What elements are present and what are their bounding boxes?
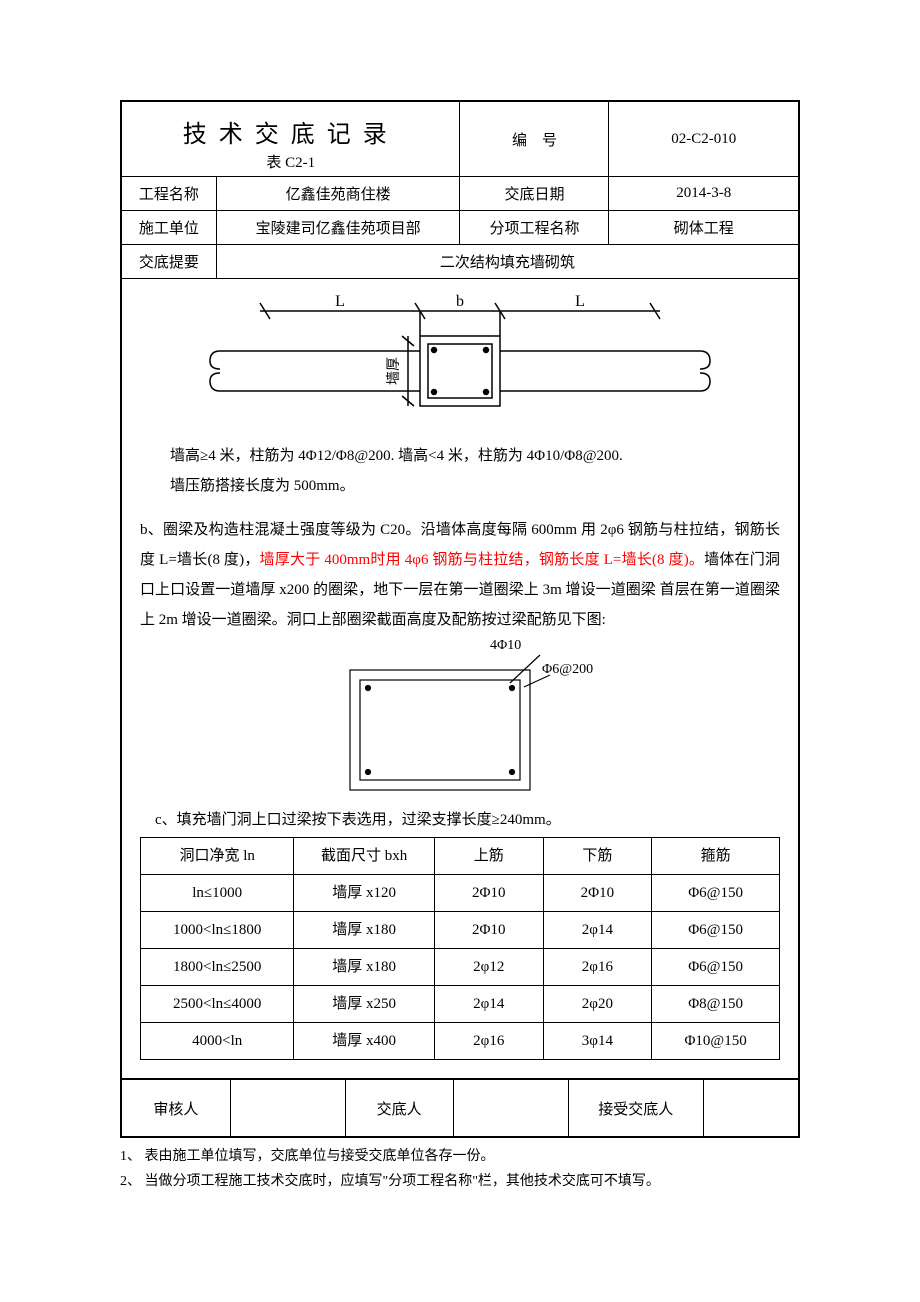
note1-line-b: 墙压筋搭接长度为 500mm。	[140, 471, 780, 501]
dim-wall-thickness: 墙厚	[386, 357, 402, 385]
body-cell: L b L 墙厚 墙高≥4 米，柱筋为 4Φ12/Φ8@200. 墙高<4 米，…	[122, 279, 799, 1079]
date-value: 2014-3-8	[609, 177, 799, 211]
unit-label: 施工单位	[122, 211, 217, 245]
summary-label: 交底提要	[122, 245, 217, 279]
subproject-label: 分项工程名称	[460, 211, 609, 245]
header-table: 技术交底记录 表 C2-1 编 号 02-C2-010 工程名称 亿鑫佳苑商住楼…	[121, 101, 799, 1137]
summary-value: 二次结构填充墙砌筑	[216, 245, 798, 279]
ring-beam-top-label: 4Φ10	[490, 638, 521, 653]
subproject-value: 砌体工程	[609, 211, 799, 245]
dim-b: b	[456, 293, 464, 310]
disclosure-label: 交底人	[345, 1080, 453, 1137]
project-name-label: 工程名称	[122, 177, 217, 211]
receiver-label: 接受交底人	[568, 1080, 703, 1137]
table-row: 4000<ln 墙厚 x400 2φ16 3φ14 Φ10@150	[141, 1023, 780, 1060]
footnote-2: 2、 当做分项工程施工技术交底时，应填写"分项工程名称"栏，其他技术交底可不填写…	[120, 1169, 800, 1194]
lintel-col-0: 洞口净宽 ln	[141, 838, 294, 875]
signers-container: 审核人 交底人 接受交底人	[122, 1079, 799, 1137]
ring-beam-side-label: Φ6@200	[542, 662, 593, 677]
receiver-value	[703, 1080, 798, 1137]
table-row: 1000<ln≤1800 墙厚 x180 2Φ10 2φ14 Φ6@150	[141, 912, 780, 949]
dim-L-left: L	[335, 293, 345, 310]
lintel-col-4: 箍筋	[652, 838, 780, 875]
footnote-1: 1、 表由施工单位填写，交底单位与接受交底单位各存一份。	[120, 1144, 800, 1169]
para-c: c、填充墙门洞上口过梁按下表选用，过梁支撑长度≥240mm。	[140, 805, 780, 835]
doc-subtitle: 表 C2-1	[126, 151, 455, 172]
lintel-table-header-row: 洞口净宽 ln 截面尺寸 bxh 上筋 下筋 箍筋	[141, 838, 780, 875]
doc-title-cell: 技术交底记录 表 C2-1	[122, 102, 460, 177]
table-row: ln≤1000 墙厚 x120 2Φ10 2Φ10 Φ6@150	[141, 875, 780, 912]
footnotes: 1、 表由施工单位填写，交底单位与接受交底单位各存一份。 2、 当做分项工程施工…	[120, 1144, 800, 1194]
number-label: 编 号	[460, 102, 609, 177]
reviewer-value	[230, 1080, 345, 1137]
dim-L-right: L	[575, 293, 585, 310]
doc-title: 技术交底记录	[183, 122, 399, 148]
date-label: 交底日期	[460, 177, 609, 211]
unit-value: 宝陵建司亿鑫佳苑项目部	[216, 211, 460, 245]
para-b-red: 墙厚大于 400mm时用 4φ6 钢筋与柱拉结，钢筋长度 L=墙长(8 度)。	[260, 552, 705, 568]
lintel-col-1: 截面尺寸 bxh	[294, 838, 435, 875]
table-row: 2500<ln≤4000 墙厚 x250 2φ14 2φ20 Φ8@150	[141, 986, 780, 1023]
number-value: 02-C2-010	[609, 102, 799, 177]
project-name-value: 亿鑫佳苑商住楼	[216, 177, 460, 211]
table-row: 1800<ln≤2500 墙厚 x180 2φ12 2φ16 Φ6@150	[141, 949, 780, 986]
note1-line-a: 墙高≥4 米，柱筋为 4Φ12/Φ8@200. 墙高<4 米，柱筋为 4Φ10/…	[140, 441, 780, 471]
column-section-diagram: L b L 墙厚	[190, 291, 730, 441]
lintel-col-2: 上筋	[434, 838, 543, 875]
ring-beam-section-diagram: 4Φ10 Φ6@200	[310, 635, 610, 805]
lintel-col-3: 下筋	[543, 838, 652, 875]
disclosure-value	[453, 1080, 568, 1137]
lintel-table: 洞口净宽 ln 截面尺寸 bxh 上筋 下筋 箍筋 ln≤1000 墙厚 x12…	[140, 837, 780, 1060]
reviewer-label: 审核人	[122, 1080, 230, 1137]
